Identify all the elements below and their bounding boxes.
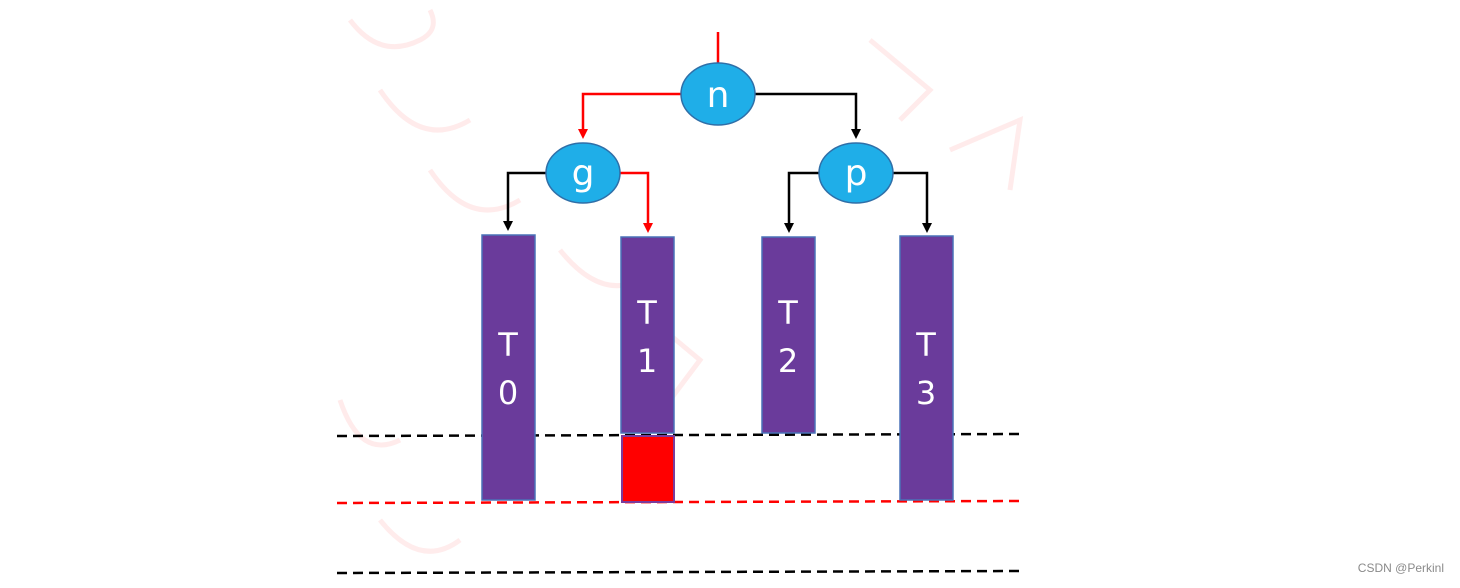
dashed-line-bottom bbox=[336, 569, 1021, 575]
subtree-t2-index: 2 bbox=[778, 342, 798, 380]
edge-n-to-g bbox=[578, 92, 682, 139]
edge-g-to-t1 bbox=[620, 171, 653, 233]
subtree-t3: T 3 bbox=[899, 235, 954, 501]
subtree-t2-letter: T bbox=[777, 294, 798, 332]
subtree-t0: T 0 bbox=[481, 234, 536, 501]
node-n-label: n bbox=[707, 75, 730, 116]
node-g: g bbox=[545, 142, 621, 204]
subtree-t0-letter: T bbox=[497, 326, 518, 364]
edge-g-to-t0 bbox=[503, 171, 548, 231]
node-p: p bbox=[818, 142, 894, 204]
watermark bbox=[337, 8, 1024, 554]
subtree-t3-letter: T bbox=[915, 326, 936, 364]
edge-n-to-p bbox=[754, 92, 861, 139]
edge-p-to-t3 bbox=[892, 171, 932, 233]
node-p-label: p bbox=[845, 153, 868, 194]
subtree-t1: T 1 bbox=[620, 236, 675, 434]
node-n: n bbox=[680, 62, 756, 126]
edge-p-to-t2 bbox=[784, 171, 822, 233]
t1-extra-height-block bbox=[621, 435, 675, 503]
subtree-t3-index: 3 bbox=[916, 374, 936, 412]
dashed-line-red bbox=[336, 499, 1021, 505]
subtree-t1-letter: T bbox=[636, 294, 657, 332]
subtree-t2: T 2 bbox=[761, 236, 816, 434]
subtree-t0-index: 0 bbox=[498, 374, 518, 412]
node-g-label: g bbox=[572, 153, 595, 194]
subtree-t1-index: 1 bbox=[637, 342, 657, 380]
credit-label: CSDN @Perkinl bbox=[1357, 561, 1444, 575]
